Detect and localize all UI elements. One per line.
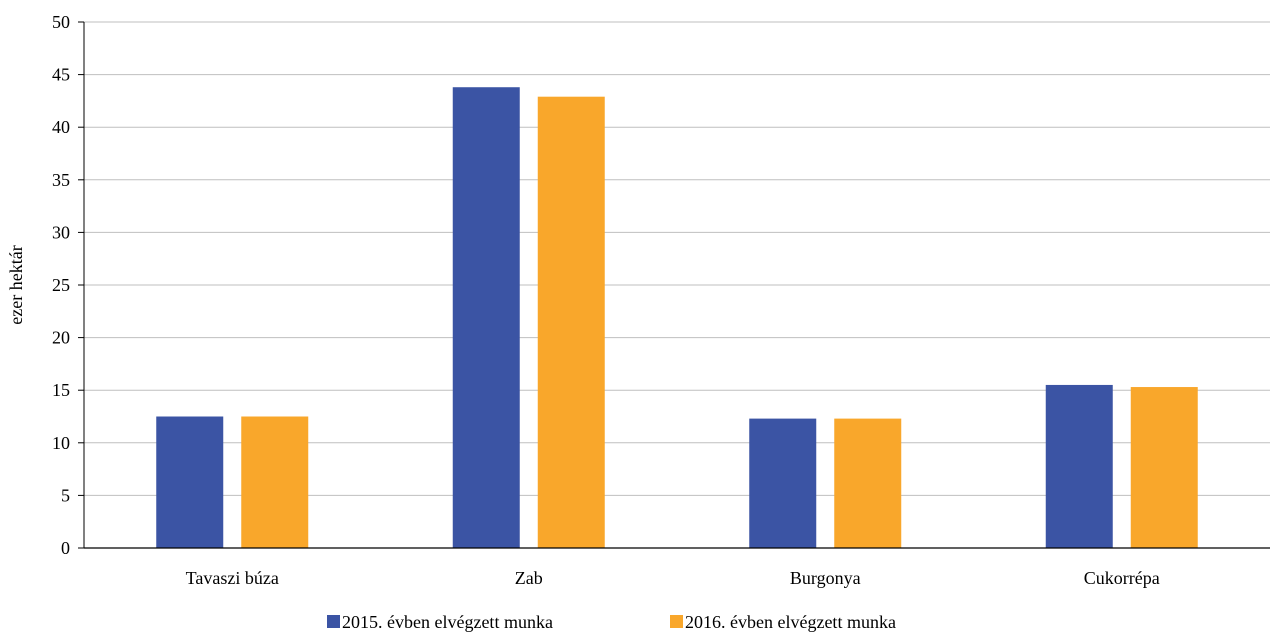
legend: 2015. évben elvégzett munka 2016. évben e… xyxy=(327,612,896,632)
bar-1-1 xyxy=(156,416,224,548)
y-tick-label: 20 xyxy=(52,328,70,348)
y-tick-label: 5 xyxy=(61,485,70,505)
y-tick-label: 0 xyxy=(61,538,70,558)
bar-2-4 xyxy=(1130,387,1198,548)
y-tick-label: 35 xyxy=(52,170,70,190)
x-category-label: Zab xyxy=(515,568,543,588)
y-tick-label: 45 xyxy=(52,65,70,85)
bar-2-1 xyxy=(241,416,309,548)
bar-2-3 xyxy=(834,418,902,548)
x-category-label: Cukorrépa xyxy=(1084,568,1160,588)
bar-1-4 xyxy=(1045,384,1113,548)
x-category-label: Tavaszi búza xyxy=(186,568,279,588)
y-tick-label: 30 xyxy=(52,222,70,242)
y-tick-label: 25 xyxy=(52,275,70,295)
legend-label: 2015. évben elvégzett munka xyxy=(342,612,553,632)
bars xyxy=(156,87,1198,548)
bar-1-3 xyxy=(749,418,817,548)
bar-1-2 xyxy=(452,87,520,548)
y-tick-label: 10 xyxy=(52,433,70,453)
bar-2-2 xyxy=(537,96,605,548)
legend-label: 2016. évben elvégzett munka xyxy=(685,612,896,632)
y-tick-label: 40 xyxy=(52,117,70,137)
y-tick-label: 50 xyxy=(52,12,70,32)
axes: 0 5 10 15 20 25 30 35 40 45 50 Tavaszi búza Zab Burgo… xyxy=(52,12,1270,588)
legend-swatch xyxy=(327,615,340,628)
x-category-label: Burgonya xyxy=(790,568,861,588)
legend-swatch xyxy=(670,615,683,628)
y-tick-label: 15 xyxy=(52,380,70,400)
y-axis-title: ezer hektár xyxy=(6,245,26,324)
